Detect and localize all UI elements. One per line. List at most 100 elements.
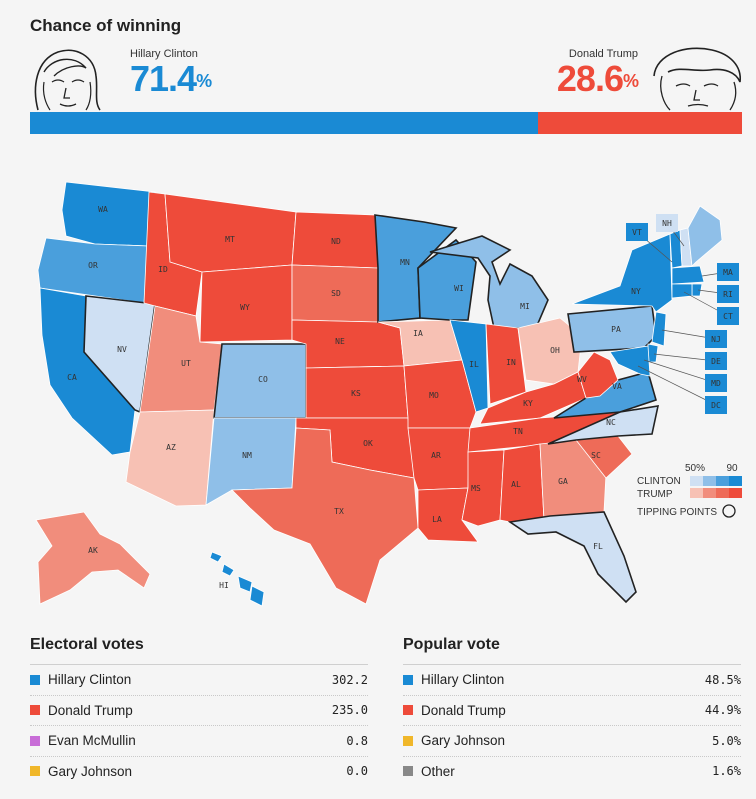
state-label-nd: ND: [331, 237, 341, 246]
state-label-fl: FL: [593, 542, 603, 551]
state-label-mo: MO: [429, 391, 439, 400]
callout-box-nh[interactable]: [656, 214, 678, 232]
state-label-wy: WY: [240, 303, 250, 312]
callout-label-dc: DC: [711, 401, 721, 410]
electoral-votes-value: 235.0: [331, 703, 368, 718]
callout-label-de: DE: [711, 357, 721, 366]
state-hi[interactable]: [221, 563, 235, 577]
state-ny[interactable]: [571, 233, 673, 313]
legend-swatch-trump-likely: [716, 488, 729, 498]
state-ma[interactable]: [671, 265, 705, 285]
electoral-votes-candidate-name: Evan McMullin: [48, 733, 136, 749]
legend-swatch-clinton-lean: [703, 476, 716, 486]
clinton-name: Hillary Clinton: [130, 48, 198, 60]
callout-label-nj: NJ: [711, 335, 721, 344]
popular-vote-row: Donald Trump 44.9%: [403, 696, 741, 726]
legend-swatch: [30, 674, 40, 685]
state-wi[interactable]: [417, 238, 477, 321]
state-hi[interactable]: [209, 551, 223, 563]
callout-label-nh: NH: [662, 219, 672, 228]
state-hi[interactable]: [237, 575, 253, 593]
trump-name: Donald Trump: [568, 48, 638, 60]
state-label-la: LA: [432, 515, 442, 524]
state-de[interactable]: [647, 343, 659, 363]
callout-label-ct: CT: [723, 312, 733, 321]
state-nv[interactable]: [83, 295, 156, 414]
legend-swatch: [30, 735, 40, 746]
popular-vote-row: Gary Johnson 5.0%: [403, 726, 741, 757]
legend-clinton-label: CLINTON: [637, 476, 681, 487]
page-title: Chance of winning: [30, 16, 182, 35]
state-fl[interactable]: [507, 511, 637, 604]
state-label-al: AL: [511, 480, 521, 489]
state-label-wi: WI: [454, 284, 464, 293]
legend-tipping-icon: [722, 504, 736, 518]
state-label-hi: HI: [219, 581, 229, 590]
legend-swatch: [403, 705, 413, 716]
state-label-ne: NE: [335, 337, 345, 346]
state-mt[interactable]: [164, 193, 297, 273]
electoral-votes-candidate-name: Donald Trump: [48, 702, 133, 718]
callout-box-de[interactable]: [705, 352, 727, 370]
popular-vote-candidate-name: Donald Trump: [421, 702, 506, 718]
callout-label-md: MD: [711, 379, 721, 388]
callout-box-nj[interactable]: [705, 330, 727, 348]
state-hi[interactable]: [249, 585, 265, 607]
callout-label-ri: RI: [723, 290, 733, 299]
state-nj[interactable]: [651, 311, 667, 347]
legend-tick-90: 90: [726, 463, 738, 474]
legend-trump-label: TRUMP: [637, 489, 673, 500]
state-wv[interactable]: [577, 351, 619, 399]
state-ak[interactable]: [35, 511, 151, 605]
callout-box-dc[interactable]: [705, 396, 727, 414]
legend-swatch-trump-tilt: [690, 488, 703, 498]
state-label-oh: OH: [550, 346, 560, 355]
state-ct[interactable]: [671, 283, 693, 299]
electoral-votes-value: 0.8: [346, 733, 368, 748]
state-mi[interactable]: [429, 235, 549, 329]
state-az[interactable]: [125, 409, 215, 507]
state-md[interactable]: [609, 345, 651, 377]
electoral-votes-value: 302.2: [331, 672, 368, 687]
state-label-ut: UT: [181, 359, 191, 368]
legend-swatch-trump-strong: [729, 488, 742, 498]
state-me[interactable]: [687, 205, 723, 267]
callout-box-vt[interactable]: [626, 223, 648, 241]
trump-portrait: [653, 47, 741, 111]
callout-box-ct[interactable]: [717, 307, 739, 325]
callout-label-vt: VT: [632, 228, 642, 237]
callout-box-ma[interactable]: [717, 263, 739, 281]
trump-probability-fill: [538, 112, 742, 134]
popular-vote-row: Hillary Clinton 48.5%: [403, 665, 741, 696]
state-label-ca: CA: [67, 373, 77, 382]
state-label-ok: OK: [363, 439, 373, 448]
state-label-in: IN: [506, 358, 516, 367]
state-ms[interactable]: [461, 449, 505, 527]
electoral-votes-candidate-name: Hillary Clinton: [48, 672, 132, 688]
state-label-pa: PA: [611, 325, 621, 334]
popular-vote-candidate-name: Gary Johnson: [421, 733, 506, 749]
state-label-mt: MT: [225, 235, 235, 244]
state-label-tn: TN: [513, 427, 523, 436]
callout-line-md: [643, 359, 717, 384]
state-label-nv: NV: [117, 345, 127, 354]
state-label-co: CO: [258, 375, 268, 384]
state-label-ak: AK: [88, 546, 98, 555]
us-electoral-map: VT NH MA RI CT NJ DE MD DC WA OR CA NV ID MT WY UT AZ CO N…: [35, 181, 742, 607]
popular-vote-row: Other 1.6%: [403, 757, 741, 787]
popular-vote-value: 5.0%: [712, 733, 741, 748]
electoral-votes-candidate-name: Gary Johnson: [48, 763, 133, 779]
trump-odds-value: 28.6: [556, 58, 624, 99]
legend-swatch: [30, 705, 40, 716]
state-wa[interactable]: [61, 181, 156, 247]
state-label-wv: WV: [577, 375, 587, 384]
callout-box-md[interactable]: [705, 374, 727, 392]
state-il[interactable]: [449, 319, 489, 413]
callout-box-ri[interactable]: [717, 285, 739, 303]
legend-swatch-clinton-tilt: [690, 476, 703, 486]
state-label-ar: AR: [431, 451, 441, 460]
clinton-probability-fill: [30, 112, 539, 134]
state-ne[interactable]: [291, 319, 405, 369]
state-al[interactable]: [499, 443, 545, 523]
state-pa[interactable]: [567, 305, 657, 353]
